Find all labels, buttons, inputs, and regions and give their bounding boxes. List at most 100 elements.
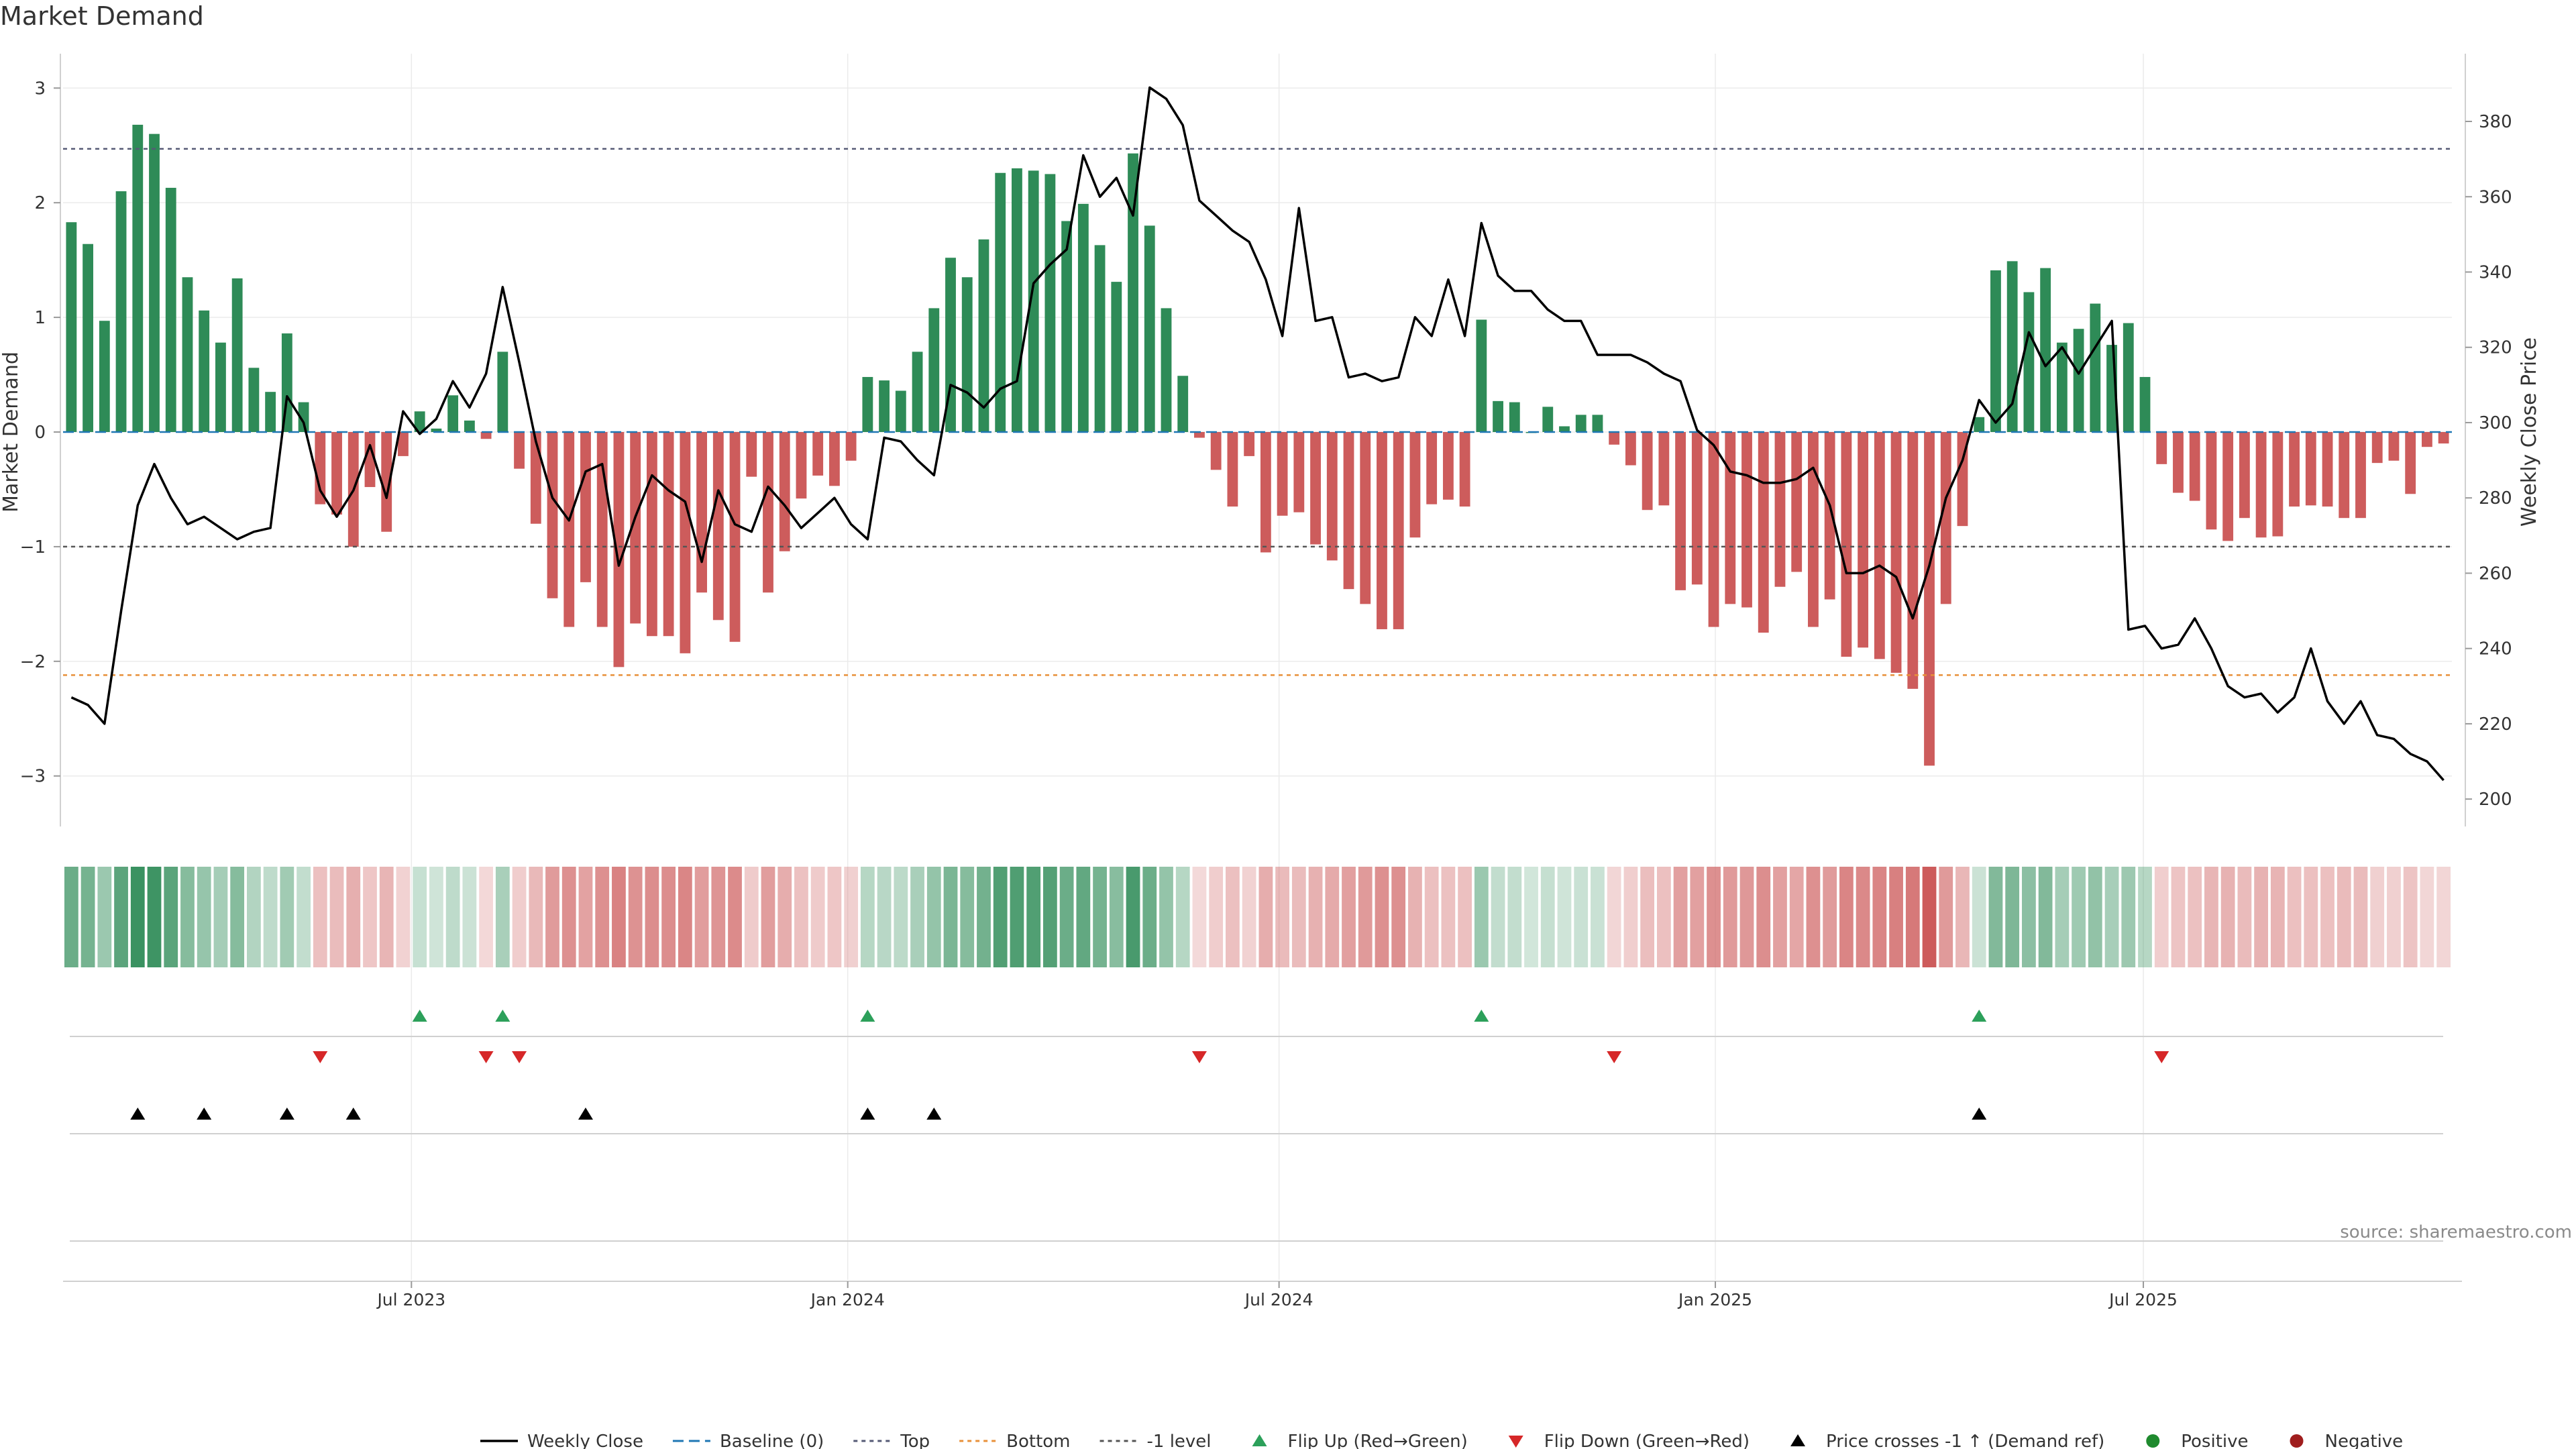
heat-strip-cell [1192, 867, 1207, 967]
heat-strip-cell [1773, 867, 1787, 967]
heat-strip-cell [1358, 867, 1373, 967]
price-cross-marker [1972, 1108, 1987, 1120]
demand-bar [2355, 432, 2366, 519]
heat-strip-cell [1524, 867, 1538, 967]
demand-bar [248, 368, 260, 432]
heat-strip-cell [1491, 867, 1505, 967]
heat-strip-cell [1939, 867, 1953, 967]
heat-strip-cell [2420, 867, 2434, 967]
demand-bar [2023, 292, 2035, 432]
y-tick-label: 3 [34, 78, 46, 99]
heat-strip-cell [1275, 867, 1289, 967]
heat-strip-cell [1291, 867, 1306, 967]
heat-strip-cell [1342, 867, 1356, 967]
heat-strip-cell [2320, 867, 2334, 967]
heat-strip-cell [2022, 867, 2036, 967]
flip-up-marker [1972, 1010, 1987, 1022]
heat-strip-cell [1789, 867, 1804, 967]
demand-bar [1326, 432, 1338, 561]
y2-tick-label: 340 [2479, 262, 2512, 282]
demand-bar [2139, 376, 2151, 432]
heat-strip-cell [1889, 867, 1903, 967]
demand-bar [912, 352, 923, 432]
demand-bar [1426, 432, 1438, 504]
demand-bar [2090, 303, 2101, 432]
demand-bar [83, 244, 94, 432]
demand-bar [1658, 432, 1670, 506]
demand-bar [995, 172, 1006, 432]
price-cross-marker [197, 1108, 212, 1120]
heat-strip-cell [2403, 867, 2418, 967]
y2-tick-label: 380 [2479, 112, 2512, 132]
heat-strip-cell [926, 867, 941, 967]
demand-bar [2322, 432, 2333, 507]
heat-strip-cell [661, 867, 676, 967]
heat-strip-cell [2138, 867, 2152, 967]
x-tick-label: Jul 2024 [1244, 1290, 1313, 1309]
heat-strip-cell [744, 867, 759, 967]
heat-strip-cell [97, 867, 112, 967]
heat-strip-cell [1972, 867, 1986, 967]
price-cross-marker [345, 1108, 361, 1120]
demand-bar [480, 432, 492, 439]
demand-bar [845, 432, 857, 461]
demand-bar [1310, 432, 1321, 545]
heat-strip-cell [860, 867, 875, 967]
price-cross-marker [279, 1108, 294, 1120]
demand-bar [1808, 432, 1819, 627]
heat-strip-cell [810, 867, 825, 967]
demand-bar [1625, 432, 1636, 466]
x-tick-label: Jul 2023 [376, 1290, 445, 1309]
heat-strip-cell [1905, 867, 1920, 967]
demand-bar [928, 308, 940, 432]
demand-bar [1725, 432, 1736, 604]
demand-bar [1077, 203, 1089, 432]
heat-strip-cell [977, 867, 991, 967]
demand-bar [1210, 432, 1222, 470]
heat-strip-cell [413, 867, 427, 967]
heat-strip-cell [1673, 867, 1688, 967]
heat-strip-cell [1557, 867, 1572, 967]
heat-strip-cell [1391, 867, 1406, 967]
heat-strip-cell [1175, 867, 1190, 967]
demand-bar [265, 392, 276, 432]
demand-bar [613, 432, 625, 667]
weekly-close-line [70, 86, 2445, 782]
heat-strip-cell [1823, 867, 1837, 967]
heat-strip-cell [1258, 867, 1273, 967]
demand-bar [1841, 432, 1852, 657]
heat-strip-cell [1076, 867, 1091, 967]
demand-bar [1675, 432, 1686, 590]
demand-bar [1012, 168, 1022, 432]
heat-strip-cell [1623, 867, 1638, 967]
demand-bar [945, 258, 956, 432]
demand-bar [1194, 432, 1205, 438]
heat-strip-cell [993, 867, 1008, 967]
demand-bar [1592, 415, 1603, 432]
heat-strip-cell [479, 867, 493, 967]
y-axis-label: Market Demand [0, 352, 23, 513]
price-cross-marker [926, 1108, 942, 1120]
demand-bar [298, 402, 309, 432]
demand-bar [364, 432, 376, 488]
demand-bar [1957, 432, 1968, 527]
y-tick-label: −1 [20, 537, 46, 557]
heat-strip-cell [2337, 867, 2351, 967]
heat-strip-cell [628, 867, 643, 967]
heat-strip-cell [711, 867, 726, 967]
heat-strip-cell [164, 867, 178, 967]
heat-strip-cell [1806, 867, 1821, 967]
demand-bar [1476, 319, 1487, 432]
demand-bar [1874, 432, 1885, 659]
demand-bar [680, 432, 691, 653]
demand-bar [231, 278, 243, 432]
demand-bar [2123, 323, 2134, 432]
y-tick-label: 0 [34, 423, 46, 443]
y2-tick-label: 360 [2479, 187, 2512, 207]
heat-strip-cell [363, 867, 377, 967]
demand-bar [580, 432, 591, 582]
heat-strip-cell [2270, 867, 2285, 967]
demand-bar [547, 432, 558, 598]
demand-bar [199, 310, 210, 432]
